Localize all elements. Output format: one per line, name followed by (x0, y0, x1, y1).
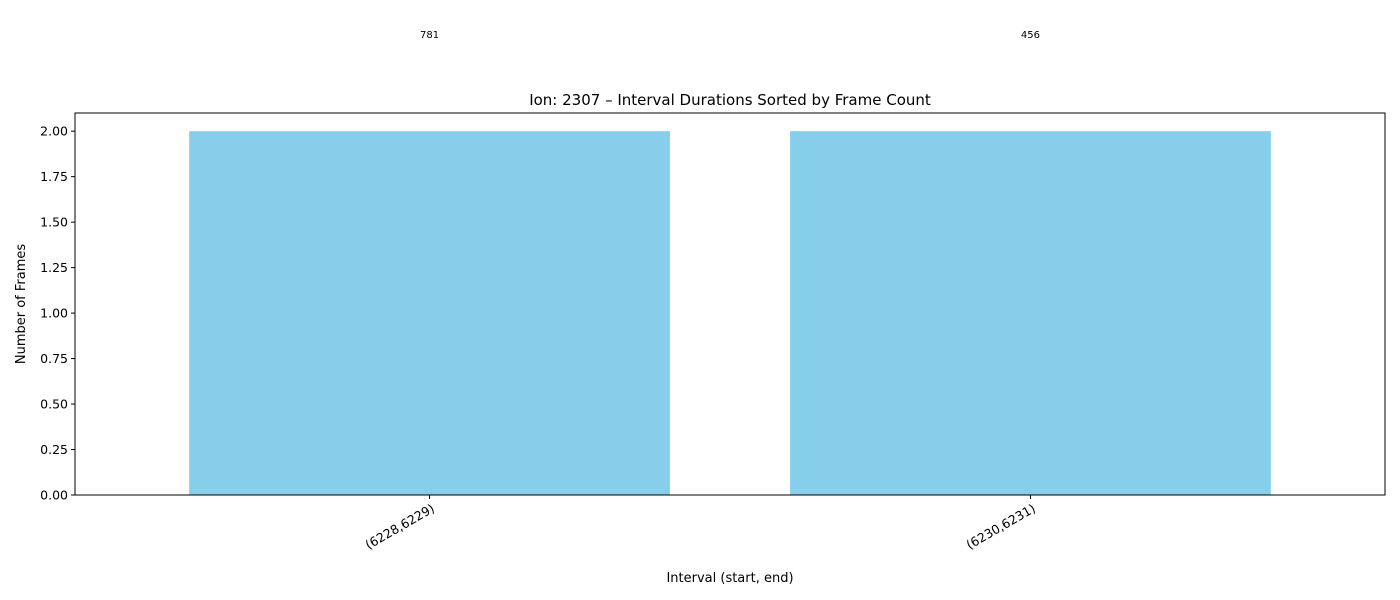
y-tick-label: 0.00 (40, 488, 68, 503)
y-tick-label: 2.00 (40, 124, 68, 139)
y-tick-label: 1.25 (40, 260, 68, 275)
bar-data-label: 781 (420, 30, 439, 41)
y-tick-label: 0.75 (40, 351, 68, 366)
x-tick-label: (6230,6231) (963, 501, 1037, 553)
x-axis-label: Interval (start, end) (666, 571, 793, 586)
bar (790, 131, 1271, 495)
data-labels-group: 781 456 (420, 30, 1040, 41)
x-axis: (6228,6229) (6230,6231) (363, 495, 1038, 552)
y-tick-label: 1.50 (40, 215, 68, 230)
x-tick-label: (6228,6229) (363, 501, 437, 553)
y-tick-label: 0.50 (40, 397, 68, 412)
y-axis-label: Number of Frames (14, 244, 29, 365)
bars-group (189, 131, 1271, 495)
plot-area-frame (74, 112, 1386, 496)
y-axis: 0.00 0.25 0.50 0.75 1.00 1.25 1.50 1.75 2.00 (40, 124, 75, 503)
bar-data-label: 456 (1021, 30, 1040, 41)
y-tick-label: 0.25 (40, 442, 68, 457)
y-tick-label: 1.75 (40, 169, 68, 184)
chart-title: Ion: 2307 – Interval Durations Sorted by… (529, 91, 931, 109)
y-tick-label: 1.00 (40, 306, 68, 321)
bar (189, 131, 670, 495)
